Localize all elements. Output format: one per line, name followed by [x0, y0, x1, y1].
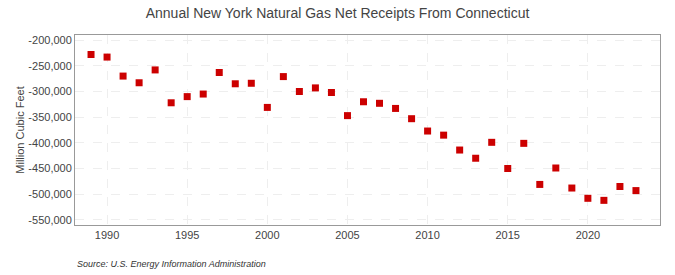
svg-text:-350,000: -350,000 [28, 111, 71, 123]
svg-text:-300,000: -300,000 [28, 85, 71, 97]
svg-text:1990: 1990 [95, 229, 119, 241]
svg-text:-200,000: -200,000 [28, 34, 71, 46]
svg-text:2010: 2010 [415, 229, 439, 241]
svg-text:2015: 2015 [495, 229, 519, 241]
svg-text:2020: 2020 [576, 229, 600, 241]
svg-text:-500,000: -500,000 [28, 188, 71, 200]
svg-text:-550,000: -550,000 [28, 214, 71, 226]
svg-text:1995: 1995 [175, 229, 199, 241]
svg-text:Source: U.S. Energy Informatio: Source: U.S. Energy Information Administ… [77, 259, 266, 269]
svg-text:2005: 2005 [335, 229, 359, 241]
svg-text:Million Cubic Feet: Million Cubic Feet [14, 86, 26, 173]
svg-text:-450,000: -450,000 [28, 162, 71, 174]
svg-text:-250,000: -250,000 [28, 60, 71, 72]
svg-text:-400,000: -400,000 [28, 137, 71, 149]
svg-text:Annual New York Natural Gas Ne: Annual New York Natural Gas Net Receipts… [146, 5, 530, 21]
svg-text:2000: 2000 [255, 229, 279, 241]
